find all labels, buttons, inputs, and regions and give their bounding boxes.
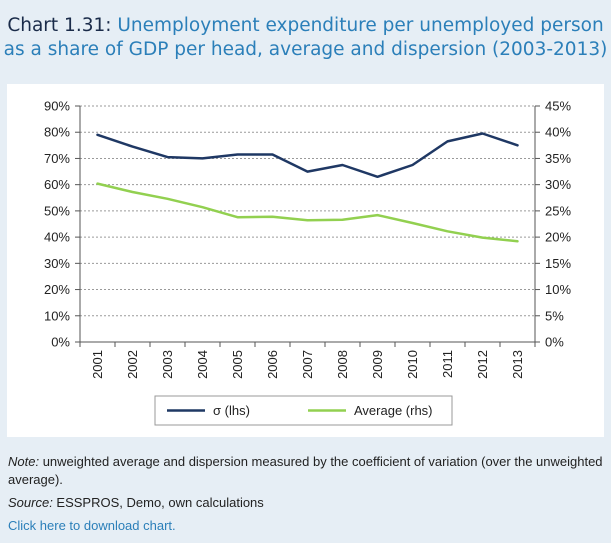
series-lines	[96, 132, 519, 243]
right-axis-tick-label: 45%	[545, 99, 571, 114]
right-axis-tick-label: 30%	[545, 177, 571, 192]
x-axis-tick-label: 2006	[265, 350, 280, 379]
x-axis-tick-label: 2010	[405, 350, 420, 379]
axes: 90% 45% 80% 40% 70% 35% 60% 30% 50% 25% 40% 20% 30% 1…	[44, 99, 571, 379]
legend-item-sigma-label: σ (lhs)	[213, 403, 250, 418]
note-line: Note: unweighted average and dispersion …	[8, 453, 603, 489]
x-axis-tick-label: 2001	[90, 350, 105, 379]
chart-number: Chart 1.31	[7, 15, 106, 36]
left-axis-tick-label: 90%	[44, 99, 70, 114]
chart-title-text: Unemployment expenditure per unemployed …	[3, 15, 608, 60]
source-line: Source: ESSPROS, Demo, own calculations	[8, 494, 603, 512]
chart-area: 90% 45% 80% 40% 70% 35% 60% 30% 50% 25% 40% 20% 30% 1…	[7, 84, 604, 437]
right-axis-tick-label: 40%	[545, 125, 571, 140]
x-axis-tick-label: 2003	[160, 350, 175, 379]
source-label: Source:	[8, 495, 53, 510]
x-axis-tick-label: 2012	[475, 350, 490, 379]
average-series-line	[96, 182, 519, 243]
sigma-series-line	[96, 132, 519, 179]
left-axis-tick-label: 0%	[51, 335, 70, 350]
note-label: Note:	[8, 454, 40, 469]
left-axis-tick-label: 30%	[44, 256, 70, 271]
left-axis-tick-label: 70%	[44, 151, 70, 166]
left-axis-tick-label: 80%	[44, 125, 70, 140]
right-axis-tick-label: 0%	[545, 335, 564, 350]
right-axis-tick-label: 5%	[545, 308, 564, 323]
left-axis-tick-label: 60%	[44, 177, 70, 192]
left-axis-tick-label: 10%	[44, 308, 70, 323]
left-axis-tick-label: 40%	[44, 230, 70, 245]
x-axis-tick-label: 2005	[230, 350, 245, 379]
x-axis-tick-label: 2011	[440, 350, 455, 378]
x-axis-tick-label: 2008	[335, 350, 350, 379]
chart-notes: Note: unweighted average and dispersion …	[8, 453, 603, 535]
chart-title-separator: :	[105, 15, 118, 36]
source-text: ESSPROS, Demo, own calculations	[52, 495, 264, 510]
left-axis-tick-label: 20%	[44, 282, 70, 297]
legend-item-average-label: Average (rhs)	[354, 403, 433, 418]
x-axis-tick-label: 2007	[300, 350, 315, 379]
right-axis-tick-label: 15%	[545, 256, 571, 271]
right-axis-tick-label: 10%	[545, 282, 571, 297]
x-axis-tick-label: 2004	[195, 350, 210, 379]
chart-title: Chart 1.31: Unemployment expenditure per…	[0, 14, 611, 62]
right-axis-tick-label: 35%	[545, 151, 571, 166]
note-text: unweighted average and dispersion measur…	[8, 454, 603, 487]
x-axis-tick-label: 2009	[370, 350, 385, 379]
x-axis-tick-label: 2013	[510, 350, 525, 379]
x-axis-tick-label: 2002	[125, 350, 140, 379]
line-chart: 90% 45% 80% 40% 70% 35% 60% 30% 50% 25% 40% 20% 30% 1…	[44, 99, 571, 426]
left-axis-tick-label: 50%	[44, 203, 70, 218]
right-axis-tick-label: 25%	[545, 203, 571, 218]
download-chart-link[interactable]: Click here to download chart.	[8, 518, 176, 533]
right-axis-tick-label: 20%	[545, 230, 571, 245]
legend: σ (lhs) Average (rhs)	[154, 395, 453, 426]
